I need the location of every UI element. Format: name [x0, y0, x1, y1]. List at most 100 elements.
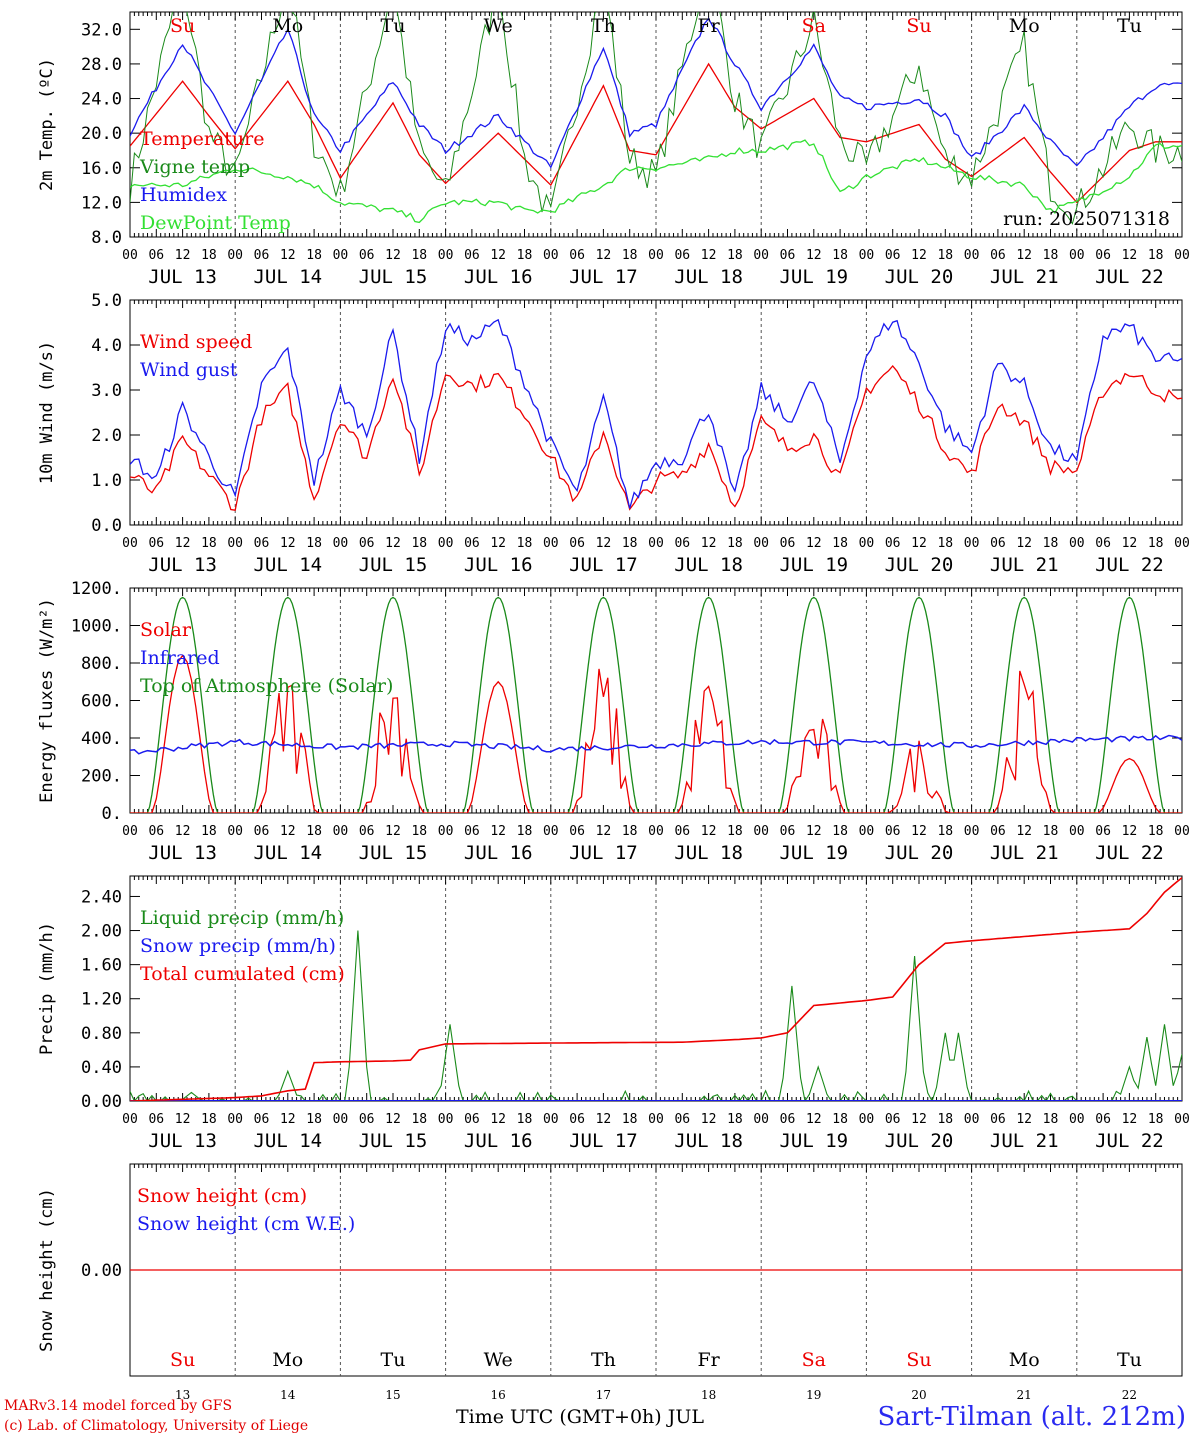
- series-line-toa-solar: [130, 596, 1182, 813]
- x-hour-label: 06: [885, 536, 901, 551]
- x-hour-label: 12: [911, 824, 927, 839]
- x-hour-label: 18: [622, 824, 638, 839]
- x-hour-label: 06: [885, 248, 901, 263]
- weekday-label: Mo: [272, 1349, 303, 1371]
- x-hour-label: 12: [1016, 248, 1032, 263]
- x-hour-label: 06: [990, 824, 1006, 839]
- x-hour-label: 18: [411, 1112, 427, 1127]
- x-hour-label: 12: [175, 248, 191, 263]
- x-hour-label: 00: [333, 1112, 349, 1127]
- x-hour-label: 06: [464, 248, 480, 263]
- weekday-label: Tu: [1117, 15, 1142, 37]
- x-hour-label: 00: [122, 248, 138, 263]
- x-date-label: JUL 21: [990, 1130, 1059, 1152]
- day-number-label: 21: [1017, 1388, 1032, 1402]
- day-number-label: 20: [911, 1388, 926, 1402]
- day-number-label: 16: [491, 1388, 506, 1402]
- y-tick-label: 1.0: [91, 471, 122, 491]
- x-date-label: JUL 15: [359, 1130, 428, 1152]
- x-hour-label: 06: [674, 536, 690, 551]
- x-hour-label: 18: [832, 248, 848, 263]
- y-tick-label: 1200.: [71, 579, 122, 599]
- x-hour-label: 00: [1174, 824, 1190, 839]
- series-group-1: [130, 318, 1182, 511]
- x-hour-label: 12: [911, 1112, 927, 1127]
- x-date-label: JUL 15: [359, 842, 428, 864]
- x-date-label: JUL 18: [674, 266, 743, 288]
- x-hour-label: 06: [780, 824, 796, 839]
- series-group-0: [130, 12, 1182, 225]
- y-axis-title: 2m Temp. (ºC): [37, 58, 57, 191]
- legend-top-of-atmosphere-solar-: Top of Atmosphere (Solar): [140, 675, 393, 697]
- x-hour-label: 00: [648, 536, 664, 551]
- x-hour-label: 12: [596, 1112, 612, 1127]
- x-hour-label: 18: [1043, 248, 1059, 263]
- x-hour-label: 12: [1122, 824, 1138, 839]
- series-line-temperature: [130, 62, 1182, 204]
- x-date-label: JUL 20: [885, 1130, 954, 1152]
- x-hour-label: 00: [438, 536, 454, 551]
- y-axis-title: Precip (mm/h): [37, 922, 57, 1055]
- x-date-label: JUL 20: [885, 842, 954, 864]
- legend-wind-speed: Wind speed: [140, 331, 252, 353]
- x-hour-label: 18: [411, 536, 427, 551]
- x-hour-label: 18: [727, 1112, 743, 1127]
- plot-frame-0: [129, 11, 1183, 238]
- legend-snow-height-cm-w-e-: Snow height (cm W.E.): [137, 1213, 355, 1235]
- x-axis-title: Time UTC (GMT+0h) JUL: [456, 1406, 704, 1428]
- weekday-label: Su: [170, 15, 195, 37]
- y-axis-title: Energy fluxes (W/m²): [37, 598, 57, 803]
- x-hour-label: 00: [438, 248, 454, 263]
- x-date-label: JUL 22: [1095, 554, 1164, 576]
- series-group-2: [130, 596, 1182, 813]
- series-group-3: [130, 877, 1182, 1101]
- x-date-label: JUL 18: [674, 1130, 743, 1152]
- day-number-label: 13: [175, 1388, 190, 1402]
- x-hour-label: 12: [596, 536, 612, 551]
- legend-humidex: Humidex: [140, 184, 227, 206]
- lab-credit: (c) Lab. of Climatology, University of L…: [4, 1418, 309, 1434]
- y-tick-label: 8.0: [91, 228, 122, 248]
- x-hour-label: 00: [1174, 1112, 1190, 1127]
- x-date-label: JUL 17: [569, 842, 638, 864]
- y-tick-label: 24.0: [81, 90, 122, 110]
- x-hour-label: 12: [490, 1112, 506, 1127]
- x-hour-label: 12: [490, 536, 506, 551]
- weekday-label: Su: [906, 15, 931, 37]
- y-axis-title: Snow height (cm): [37, 1188, 57, 1352]
- day-number-label: 14: [280, 1388, 296, 1402]
- x-hour-label: 06: [780, 536, 796, 551]
- weekday-label: Su: [170, 1349, 195, 1371]
- x-hour-label: 00: [964, 536, 980, 551]
- day-number-label: 19: [806, 1388, 821, 1402]
- x-hour-label: 00: [753, 824, 769, 839]
- x-hour-label: 18: [937, 536, 953, 551]
- weekday-label: Th: [591, 15, 616, 37]
- x-hour-label: 12: [1016, 824, 1032, 839]
- x-hour-label: 06: [990, 248, 1006, 263]
- x-hour-label: 12: [1122, 536, 1138, 551]
- x-hour-label: 12: [175, 536, 191, 551]
- x-hour-label: 12: [385, 824, 401, 839]
- x-hour-label: 00: [753, 1112, 769, 1127]
- y-tick-label: 0.00: [81, 1092, 122, 1112]
- legend-solar: Solar: [140, 619, 192, 641]
- weekday-label: Th: [591, 1349, 616, 1371]
- x-hour-label: 12: [806, 248, 822, 263]
- x-hour-label: 06: [359, 248, 375, 263]
- plot-frame-2: [129, 587, 1183, 814]
- legend-dewpoint-temp: DewPoint Temp: [140, 212, 291, 234]
- x-hour-label: 18: [1043, 1112, 1059, 1127]
- x-hour-label: 18: [727, 536, 743, 551]
- x-date-label: JUL 17: [569, 266, 638, 288]
- x-hour-label: 12: [1122, 1112, 1138, 1127]
- x-hour-label: 12: [911, 248, 927, 263]
- y-tick-label: 800.: [81, 654, 122, 674]
- x-hour-label: 00: [964, 1112, 980, 1127]
- x-hour-label: 12: [1122, 248, 1138, 263]
- series-line-solar: [130, 654, 1182, 813]
- x-hour-label: 06: [885, 1112, 901, 1127]
- x-hour-label: 06: [780, 248, 796, 263]
- x-hour-label: 18: [306, 248, 322, 263]
